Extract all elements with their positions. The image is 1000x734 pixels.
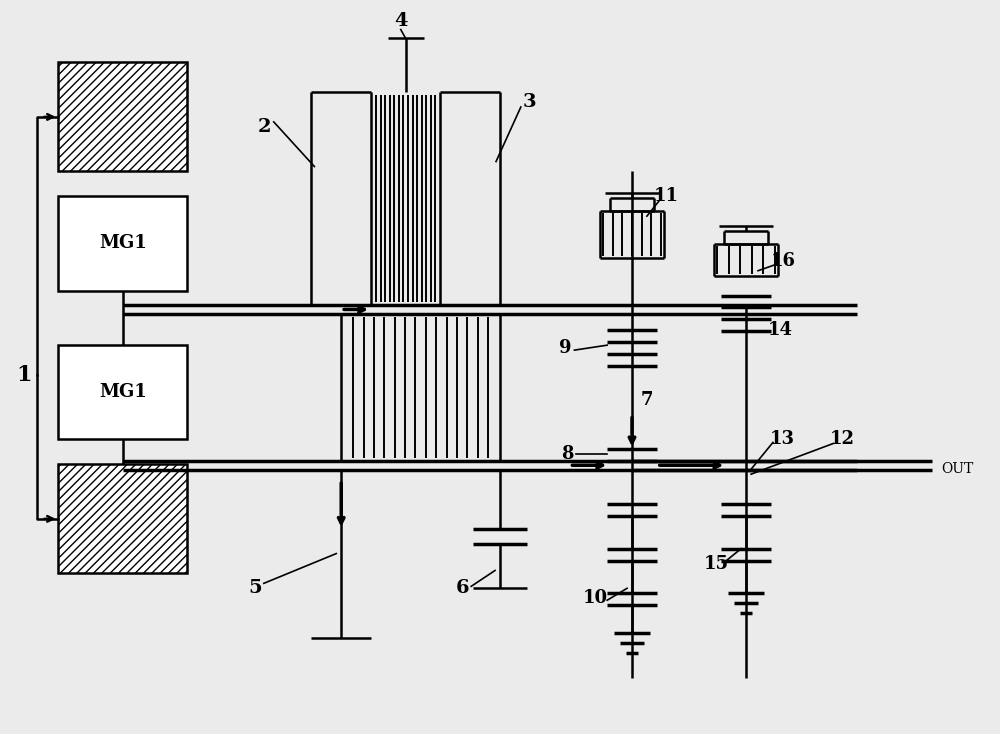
Bar [58,62,187,172]
Text: 16: 16 [770,252,795,270]
Bar [58,196,187,291]
Text: 5: 5 [248,579,262,597]
Text: MG1: MG1 [99,234,147,252]
Text: OUT: OUT [942,462,974,476]
Text: 10: 10 [583,589,608,607]
Text: MG1: MG1 [99,383,147,401]
Text: 14: 14 [767,321,792,339]
Text: 4: 4 [394,12,408,29]
Text: 8: 8 [561,446,574,463]
Text: 1: 1 [16,364,31,386]
Bar [58,345,187,440]
Text: 11: 11 [654,187,679,206]
Text: 6: 6 [455,579,469,597]
Bar [58,465,187,573]
Text: 15: 15 [704,554,729,573]
Text: 2: 2 [258,118,272,136]
Text: 9: 9 [559,339,572,357]
Text: 7: 7 [641,390,653,409]
Text: 3: 3 [523,93,537,111]
Text: 12: 12 [830,430,855,448]
Text: 13: 13 [769,430,794,448]
